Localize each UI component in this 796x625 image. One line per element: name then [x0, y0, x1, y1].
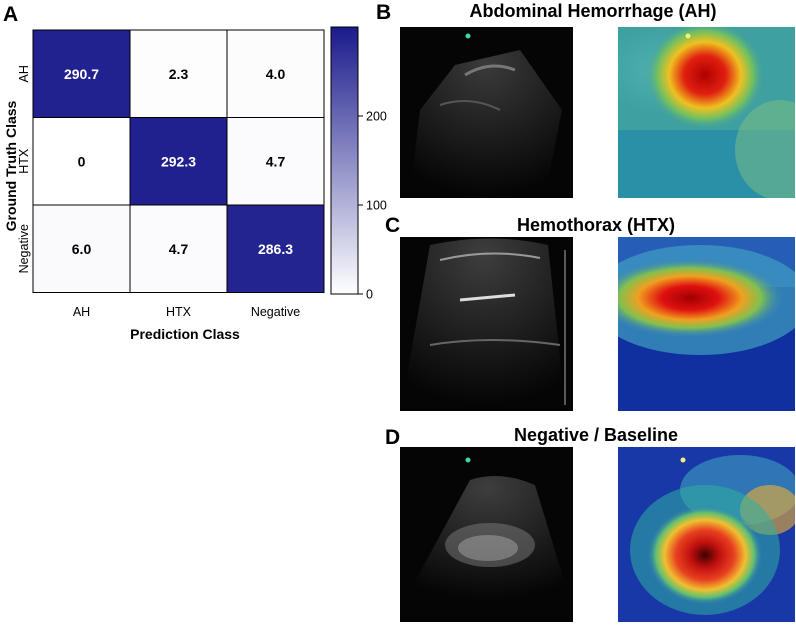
ultrasound-image-negative: [400, 447, 573, 622]
matrix-cell-label: 4.0: [266, 66, 286, 82]
matrix-cell-label: 4.7: [169, 241, 189, 257]
x-axis-title: Prediction Class: [130, 326, 240, 342]
matrix-cell: [226, 204, 325, 293]
panel-title-c: Hemothorax (HTX): [517, 215, 675, 235]
colorbar: [330, 26, 359, 295]
colorbar-tick-label: 0: [366, 288, 373, 302]
y-axis-title: Ground Truth Class: [3, 100, 19, 231]
matrix-cell-label: 290.7: [64, 66, 99, 82]
panel-title-d: Negative / Baseline: [514, 425, 678, 445]
panel-label-c: C: [385, 214, 400, 237]
y-tick-label: AH: [17, 65, 31, 82]
colorbar-tick-label: 200: [366, 110, 387, 124]
x-tick-label: AH: [73, 305, 90, 319]
x-tick-label: Negative: [251, 305, 300, 319]
y-tick-label: HTX: [17, 148, 31, 174]
matrix-cell: [129, 29, 228, 118]
matrix-cell: [32, 29, 131, 118]
saliency-map-htx: [618, 237, 795, 411]
matrix-cell-label: 4.7: [266, 153, 286, 169]
matrix-cell-label: 292.3: [161, 153, 196, 169]
panel-label-d: D: [385, 426, 400, 449]
ultrasound-image-htx: [400, 237, 573, 411]
y-tick-label: Negative: [17, 224, 31, 273]
panel-label-b: B: [376, 1, 391, 24]
confusion-matrix: 290.7 2.3 4.0 0 292.3 4.7 6.0 4.7 286.3 AH HTX Nega…: [17, 29, 325, 319]
x-tick-label: HTX: [166, 305, 192, 319]
matrix-cell-label: 286.3: [258, 241, 293, 257]
ultrasound-image-ah: [400, 27, 573, 198]
matrix-cell-label: 6.0: [72, 241, 92, 257]
panel-label-a: A: [3, 3, 18, 26]
matrix-cell: [129, 117, 228, 206]
saliency-map-negative: [618, 447, 795, 622]
matrix-cell-label: 2.3: [169, 66, 189, 82]
matrix-cell: [226, 117, 325, 206]
saliency-map-ah: [618, 27, 795, 198]
matrix-cell: [32, 117, 131, 206]
matrix-cell-label: 0: [78, 153, 86, 169]
colorbar-ticks: 0 100 200: [358, 110, 387, 302]
matrix-cell: [32, 204, 131, 293]
matrix-cell: [129, 204, 228, 293]
matrix-cell: [226, 29, 325, 118]
panel-title-b: Abdominal Hemorrhage (AH): [469, 1, 716, 21]
colorbar-tick-label: 100: [366, 199, 387, 213]
